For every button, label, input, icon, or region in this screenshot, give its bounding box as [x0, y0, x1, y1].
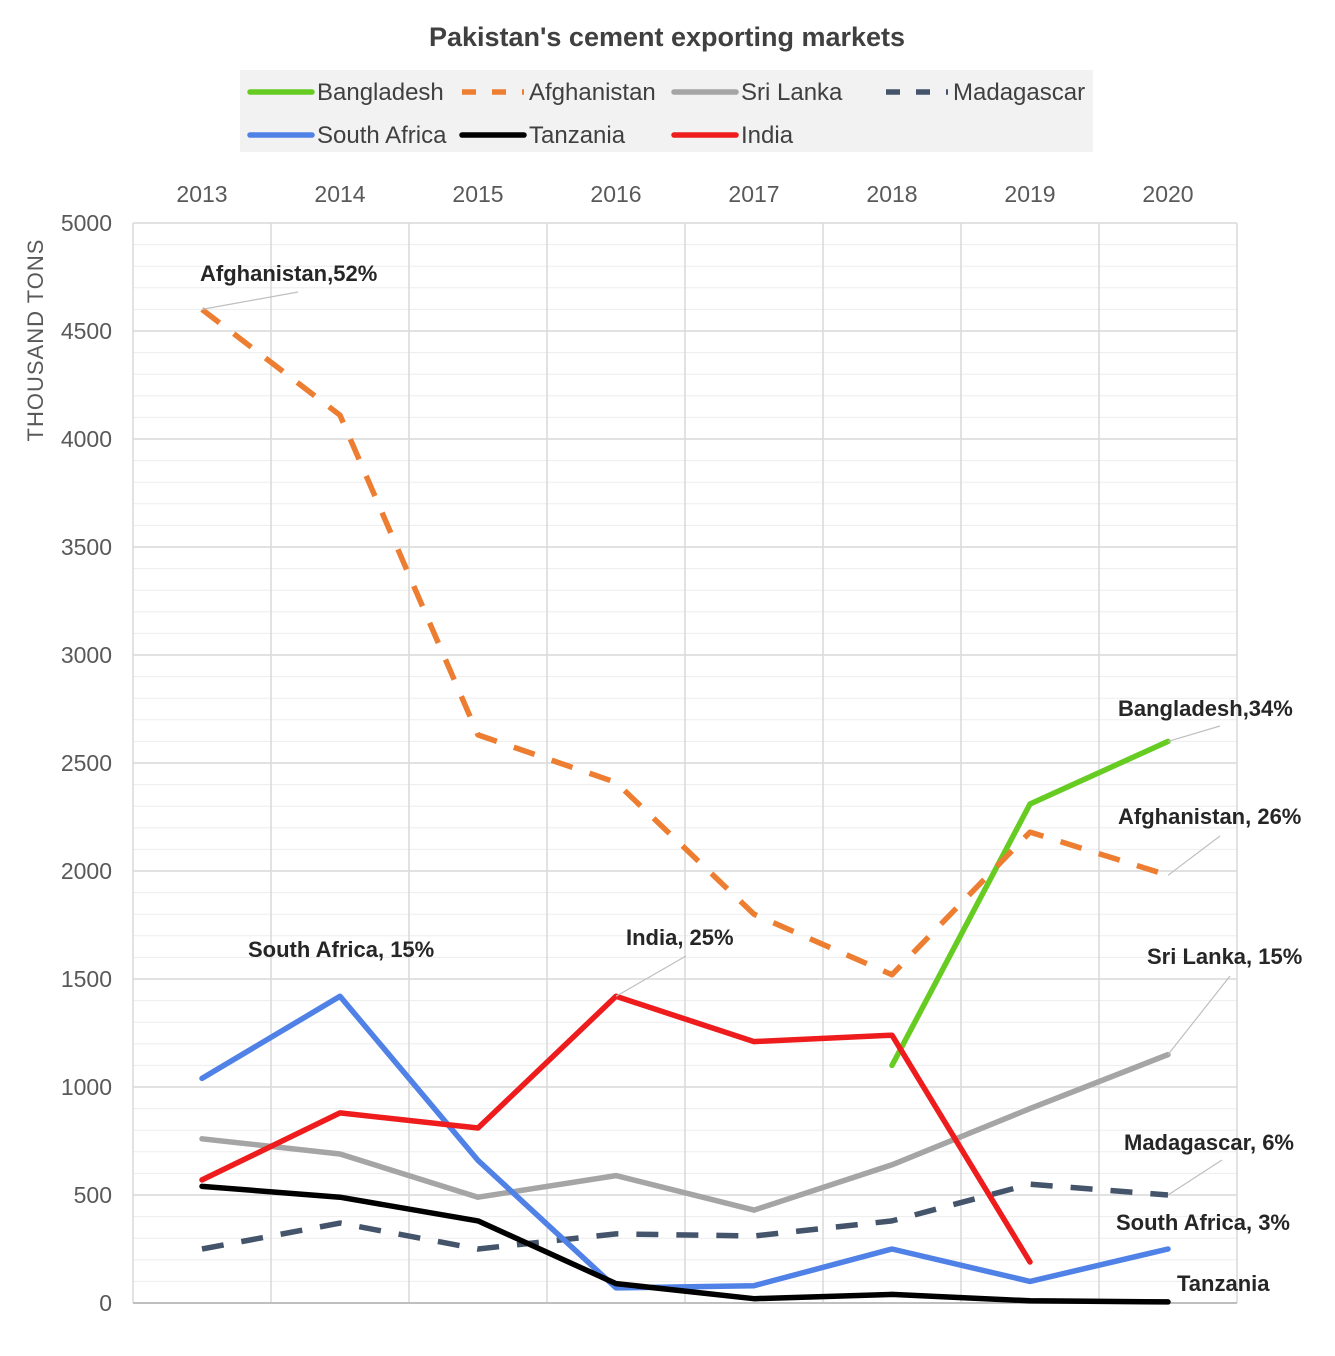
- legend-item-madagascar: Madagascar: [886, 79, 1085, 106]
- annotation-tanzania: Tanzania: [1177, 1271, 1270, 1296]
- legend-label-bangladesh: Bangladesh: [317, 79, 444, 106]
- annotation-sri-lanka-15: Sri Lanka, 15%: [1147, 944, 1302, 969]
- annotation-afghanistan-26: Afghanistan, 26%: [1118, 804, 1301, 829]
- legend-box: [240, 70, 1093, 152]
- series-line-sri-lanka: [199, 1051, 1171, 1213]
- annotation-india-25: India, 25%: [626, 925, 734, 950]
- series-line-tanzania: [199, 1183, 1171, 1305]
- legend-item-tanzania: Tanzania: [459, 122, 626, 149]
- annotation-leader-bangladesh-34: [1167, 725, 1221, 742]
- annotation-leader-madagascar-6: [1167, 1159, 1223, 1196]
- annotation-leaders: [201, 291, 1231, 1196]
- y-tick-labels: 0 500 1000 1500 2000 2500 3000 3500 4000 4500 5000: [61, 210, 112, 1316]
- legend-item-bangladesh: Bangladesh: [247, 79, 444, 106]
- x-tick-2015: 2015: [452, 181, 503, 207]
- x-tick-2020: 2020: [1142, 181, 1193, 207]
- y-tick-4500: 4500: [61, 318, 112, 344]
- y-tick-3500: 3500: [61, 534, 112, 560]
- y-tick-2000: 2000: [61, 858, 112, 884]
- series-line-afghanistan: [200, 307, 1169, 978]
- y-tick-4000: 4000: [61, 426, 112, 452]
- annotation-leader-sri-lanka-15: [1167, 975, 1231, 1055]
- legend-item-india: India: [671, 122, 794, 149]
- annotation-leader-india-25: [615, 955, 687, 997]
- x-tick-2013: 2013: [176, 181, 227, 207]
- legend-label-madagascar: Madagascar: [953, 79, 1085, 106]
- annotation-leader-afghanistan-26: [1167, 835, 1221, 876]
- legend-label-sri-lanka: Sri Lanka: [741, 79, 843, 106]
- y-tick-500: 500: [74, 1182, 112, 1208]
- annotation-madagascar-6: Madagascar, 6%: [1124, 1130, 1294, 1155]
- annotation-bangladesh-34: Bangladesh,34%: [1118, 696, 1293, 721]
- y-tick-5000: 5000: [61, 210, 112, 236]
- series-line-bangladesh: [889, 738, 1171, 1069]
- y-tick-0: 0: [99, 1290, 112, 1316]
- y-tick-3000: 3000: [61, 642, 112, 668]
- y-tick-1500: 1500: [61, 966, 112, 992]
- legend-item-sri-lanka: Sri Lanka: [671, 79, 843, 106]
- legend: Bangladesh Afghanistan Sri Lanka Madagascar…: [247, 79, 1085, 149]
- series-lines: [199, 307, 1171, 1305]
- annotation-leader-afghanistan-52: [201, 291, 299, 310]
- annotation-afghanistan-52: Afghanistan,52%: [200, 261, 377, 286]
- annotation-south-africa-3: South Africa, 3%: [1116, 1210, 1290, 1235]
- y-tick-2500: 2500: [61, 750, 112, 776]
- chart-title: Pakistan's cement exporting markets: [429, 22, 905, 52]
- x-tick-2017: 2017: [728, 181, 779, 207]
- legend-label-south-africa: South Africa: [317, 122, 447, 149]
- legend-label-india: India: [741, 122, 794, 149]
- y-tick-1000: 1000: [61, 1074, 112, 1100]
- annotations: Afghanistan,52% South Africa, 15% India, 2…: [200, 261, 1302, 1296]
- x-tick-2018: 2018: [866, 181, 917, 207]
- x-tick-labels: 2013 2014 2015 2016 2017 2018 2019 2020: [176, 181, 1193, 207]
- series-line-india: [199, 993, 1033, 1265]
- series-line-south-africa: [199, 993, 1171, 1291]
- legend-label-afghanistan: Afghanistan: [529, 79, 656, 106]
- legend-item-south-africa: South Africa: [247, 122, 447, 149]
- annotation-south-africa-15: South Africa, 15%: [248, 937, 434, 962]
- y-axis-label: THOUSAND TONS: [23, 239, 48, 442]
- legend-label-tanzania: Tanzania: [529, 122, 626, 149]
- x-tick-2016: 2016: [590, 181, 641, 207]
- x-tick-2019: 2019: [1004, 181, 1055, 207]
- x-tick-2014: 2014: [314, 181, 365, 207]
- series-line-madagascar: [201, 1181, 1169, 1252]
- legend-item-afghanistan: Afghanistan: [462, 79, 656, 106]
